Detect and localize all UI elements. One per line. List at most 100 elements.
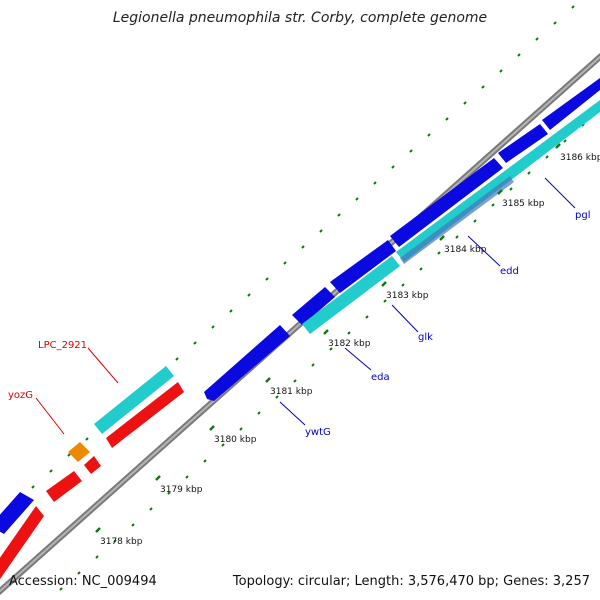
cds-feature-1[interactable] (94, 366, 174, 434)
gene-label-eda[interactable]: eda (371, 372, 390, 383)
scale-tick-label: 3180 kbp (214, 435, 257, 445)
gene-reverse-3[interactable] (84, 456, 101, 474)
scale-tick-label: 3178 kbp (100, 537, 143, 547)
label-leader-line (467, 235, 501, 267)
major-tick (439, 235, 445, 241)
label-leader-line (35, 397, 65, 435)
minor-tick (491, 203, 495, 207)
minor-tick (211, 325, 215, 329)
minor-tick (401, 283, 405, 287)
cds-feature-2[interactable] (302, 256, 400, 334)
map-title: Legionella pneumophila str. Corby, compl… (112, 10, 488, 26)
minor-tick (571, 5, 575, 9)
minor-tick (419, 267, 423, 271)
minor-tick (167, 491, 171, 495)
minor-tick (553, 21, 557, 25)
gene-label-edd[interactable]: edd (500, 266, 519, 277)
major-tick (323, 329, 329, 335)
minor-tick (67, 453, 71, 457)
orange-feature[interactable] (68, 442, 90, 462)
major-tick (381, 281, 387, 287)
gene-label-pgl[interactable]: pgl (575, 210, 590, 221)
genome-summary-text: Topology: circular; Length: 3,576,470 bp… (232, 574, 590, 589)
gene-forward-glk[interactable] (330, 240, 396, 293)
minor-tick (427, 133, 431, 137)
minor-tick (545, 155, 549, 159)
label-leader-line (87, 347, 119, 384)
gene-forward-edd[interactable] (390, 158, 503, 247)
minor-tick (265, 277, 269, 281)
gene-forward-next[interactable] (542, 78, 600, 130)
minor-tick (455, 235, 459, 239)
minor-tick (239, 427, 243, 431)
cds-feature-3[interactable] (396, 100, 600, 262)
minor-tick (31, 485, 35, 489)
gene-label-glk[interactable]: glk (418, 332, 433, 343)
minor-tick (509, 187, 513, 191)
minor-tick (463, 101, 467, 105)
label-leader-line (544, 177, 576, 209)
minor-tick (131, 523, 135, 527)
minor-tick (49, 469, 53, 473)
major-tick (95, 527, 101, 533)
scale-tick-label: 3183 kbp (386, 291, 429, 301)
minor-tick (229, 309, 233, 313)
minor-tick (373, 181, 377, 185)
gene-forward-1[interactable] (0, 492, 34, 534)
gene-label-lpc_2921[interactable]: LPC_2921 (38, 340, 87, 351)
gene-forward-eda[interactable] (292, 287, 335, 325)
minor-tick (473, 219, 477, 223)
gene-reverse-1[interactable] (0, 506, 44, 582)
major-tick (497, 189, 503, 195)
minor-tick (383, 299, 387, 303)
minor-tick (257, 411, 261, 415)
minor-tick (113, 539, 117, 543)
gene-forward-pgl[interactable] (498, 124, 548, 163)
gene-reverse-LPC_2921[interactable] (106, 382, 184, 448)
minor-tick (301, 245, 305, 249)
minor-tick (59, 587, 63, 591)
minor-tick (175, 357, 179, 361)
major-tick (555, 143, 561, 149)
gene-label-ywtg[interactable]: ywtG (305, 427, 331, 438)
gene-reverse-2[interactable] (46, 471, 82, 502)
minor-tick (337, 213, 341, 217)
major-tick (155, 475, 161, 481)
minor-tick (499, 69, 503, 73)
minor-tick (535, 37, 539, 41)
minor-tick (185, 475, 189, 479)
label-leader-line (279, 401, 306, 426)
minor-tick (481, 85, 485, 89)
major-tick (209, 425, 215, 431)
minor-tick (409, 149, 413, 153)
minor-tick (85, 437, 89, 441)
minor-ticks-lower (59, 108, 600, 591)
scale-tick-label: 3185 kbp (502, 199, 545, 209)
accession-text: Accession: NC_009494 (9, 574, 157, 589)
minor-tick (221, 443, 225, 447)
label-leader-line (391, 304, 419, 333)
gene-label-yozg[interactable]: yozG (8, 390, 33, 401)
scale-tick-label: 3181 kbp (270, 387, 313, 397)
minor-tick (311, 363, 315, 367)
gene-labels: LPC_2921 yozG ywtG eda glk edd pgl (8, 177, 590, 438)
minor-tick (95, 555, 99, 559)
minor-tick (77, 571, 81, 575)
minor-tick (347, 331, 351, 335)
reverse-strand-genes (0, 382, 184, 582)
minor-tick (527, 171, 531, 175)
minor-tick (283, 261, 287, 265)
minor-tick (391, 165, 395, 169)
gene-forward-ywtG[interactable] (204, 325, 290, 401)
minor-tick (437, 251, 441, 255)
minor-tick (355, 197, 359, 201)
cds-feature-overlay (400, 176, 514, 264)
minor-ticks-upper (13, 5, 575, 505)
forward-strand-genes (0, 78, 600, 534)
scale-tick-label: 3182 kbp (328, 339, 371, 349)
label-leader-line (344, 347, 372, 371)
scale-ticks: 3178 kbp 3179 kbp 3180 kbp 3181 kbp 3182 kbp… (95, 143, 600, 547)
major-tick (265, 377, 271, 383)
